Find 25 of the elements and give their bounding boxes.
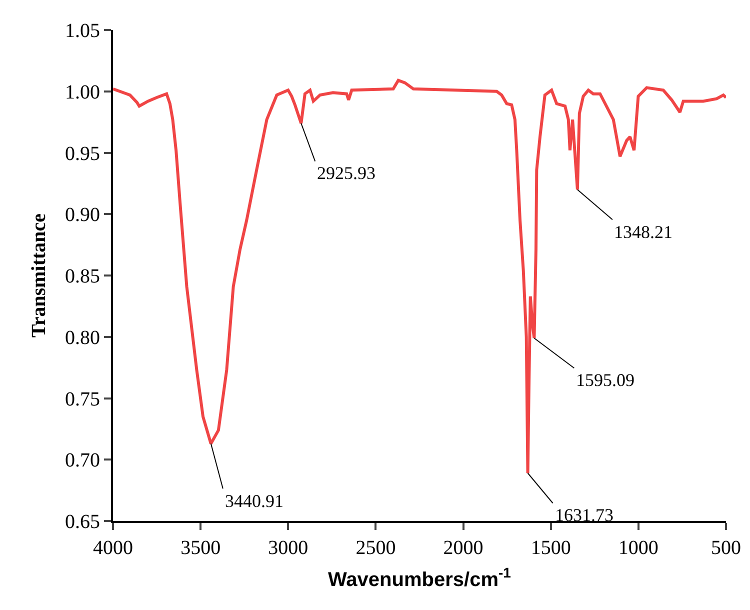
y-axis-title: Transmittance xyxy=(28,213,50,338)
y-tick-label: 0.90 xyxy=(65,204,100,226)
y-tick-label: 1.05 xyxy=(65,20,100,42)
x-axis-title: Wavenumbers/cm$^{-1}$ xyxy=(328,564,512,591)
y-tick-label: 0.80 xyxy=(65,326,100,349)
y-tick-label: 0.75 xyxy=(65,388,100,410)
y-tick-label: 0.85 xyxy=(65,266,100,288)
x-tick-label: 3000 xyxy=(268,537,308,559)
y-tick-label: 0.65 xyxy=(65,511,100,533)
y-tick-label: 0.70 xyxy=(65,450,100,472)
y-tick-label: 1.00 xyxy=(65,81,100,104)
annotation: 1348.21 xyxy=(614,222,672,242)
x-tick-label: 4000 xyxy=(93,537,133,559)
x-tick-label: 2000 xyxy=(443,537,484,559)
x-tick-label: 2500 xyxy=(356,537,396,559)
x-tick-label: 1500 xyxy=(530,537,571,559)
y-tick-label: 0.95 xyxy=(65,142,100,165)
annotation: 3440.91 xyxy=(225,491,284,511)
line-series xyxy=(113,78,726,475)
annotation: 1595.09 xyxy=(576,370,634,390)
x-tick-label: 500 xyxy=(711,537,741,559)
annotation: 2925.93 xyxy=(317,163,376,183)
annotation: 1631.73 xyxy=(555,505,614,525)
x-tick-label: 1000 xyxy=(618,537,658,559)
x-tick-label: 3500 xyxy=(180,537,221,559)
